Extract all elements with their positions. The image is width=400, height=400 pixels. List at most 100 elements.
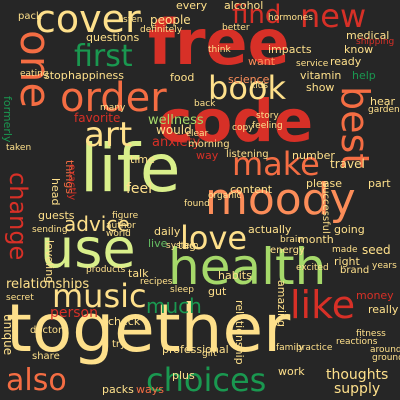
word-part: part — [368, 177, 391, 190]
word-also: also — [6, 363, 67, 398]
word-gut: gut — [208, 285, 227, 298]
word-right: right — [334, 255, 360, 268]
word-back: back — [194, 99, 216, 109]
word-choices: choices — [146, 361, 267, 399]
word-many: many — [100, 103, 126, 113]
word-ways: ways — [136, 383, 164, 396]
word-live: live — [148, 237, 168, 250]
word-food: food — [170, 71, 195, 84]
word-show: show — [306, 81, 335, 94]
word-really: really — [368, 303, 399, 316]
word-month: month — [298, 233, 334, 246]
word-medical: medical — [346, 29, 390, 42]
word-wellness: wellness — [148, 113, 204, 128]
word-together: together — [6, 290, 291, 367]
word-products: products — [86, 265, 126, 275]
word-garden: garden — [368, 105, 400, 115]
word-music: music — [52, 277, 147, 315]
word-love: love — [180, 219, 248, 257]
word-order: order — [60, 75, 167, 121]
word-made: made — [332, 245, 358, 255]
word-world: world — [106, 229, 131, 239]
word-like: like — [290, 283, 356, 327]
word-formerly: formerly — [1, 96, 14, 143]
word-actually: actually — [248, 223, 292, 236]
word-talk: talk — [128, 267, 149, 280]
word-successful: successful — [320, 182, 331, 234]
word-better: better — [222, 23, 250, 33]
word-make: make — [232, 145, 320, 183]
word-hear: hear — [370, 95, 396, 108]
word-would: would — [156, 123, 192, 137]
word-years: years — [372, 261, 397, 271]
word-money: money — [356, 289, 394, 302]
word-excited: excited — [296, 263, 329, 273]
word-way: way — [196, 149, 219, 162]
word-new: new — [300, 0, 367, 35]
word-ready: ready — [330, 55, 362, 68]
word-tag: tag — [178, 239, 197, 252]
word-guests: guests — [38, 209, 75, 222]
word-questions: questions — [86, 31, 140, 44]
word-impacts: impacts — [268, 43, 312, 56]
word-science: science — [228, 73, 270, 86]
word-around: around — [370, 345, 400, 355]
word-know: know — [344, 43, 374, 56]
word-amazing: amazing — [275, 280, 288, 327]
word-favorite: favorite — [74, 111, 121, 125]
word-number: number — [292, 149, 335, 162]
word-supply: supply — [334, 381, 381, 397]
word-moody: moody — [205, 174, 356, 225]
word-anxiety: anxiety — [152, 135, 201, 150]
word-things: things — [63, 160, 76, 195]
word-hormones: hormones — [268, 13, 313, 23]
word-copy: copy — [232, 123, 254, 133]
word-service: service — [296, 59, 329, 69]
word-figure: figure — [112, 211, 139, 221]
word-stop: stop — [44, 69, 68, 82]
word-feel: feel — [126, 181, 153, 197]
word-exactly: exactly — [66, 164, 77, 201]
word-think: think — [208, 45, 231, 55]
word-check: check — [108, 315, 141, 328]
word-find: find — [232, 0, 282, 30]
word-gift: gift — [202, 349, 217, 359]
word-help: help — [352, 69, 376, 82]
word-doctor: doctor — [30, 325, 63, 336]
word-much: much — [146, 294, 202, 318]
word-going: going — [334, 223, 365, 236]
word-shipping: shipping — [356, 37, 395, 47]
word-listening: listening — [226, 149, 269, 160]
word-sleep: sleep — [170, 285, 194, 295]
word-story: story — [256, 111, 279, 121]
word-fitness: fitness — [356, 329, 386, 339]
word-best: best — [333, 86, 377, 169]
word-art: art — [84, 115, 133, 155]
word-person: person — [50, 305, 98, 321]
word-daily: daily — [154, 225, 181, 238]
word-sending: sending — [32, 225, 68, 235]
word-want: want — [248, 55, 276, 68]
word-secret: secret — [6, 293, 34, 303]
word-book: book — [208, 69, 286, 107]
word-people: people — [150, 13, 191, 27]
word-one: one — [11, 30, 60, 109]
word-listen: listen — [118, 15, 143, 25]
word-alcohol: alcohol — [224, 0, 264, 12]
word-feeling: feeling — [252, 121, 283, 131]
word-ground: ground — [372, 353, 400, 363]
word-practice: practice — [296, 343, 333, 353]
word-relationship: relationship — [233, 300, 246, 365]
word-found: found — [184, 199, 210, 209]
word-recipes: recipes — [140, 277, 173, 287]
word-free: free — [148, 6, 290, 79]
word-work: work — [278, 365, 305, 378]
word-head: head — [49, 178, 62, 206]
word-leveling: leveling — [43, 240, 56, 284]
word-brand: brand — [340, 265, 370, 276]
word-time: time — [130, 153, 155, 166]
word-eating: eating — [20, 69, 49, 79]
word-content: content — [230, 183, 273, 196]
word-try: try — [112, 339, 126, 350]
